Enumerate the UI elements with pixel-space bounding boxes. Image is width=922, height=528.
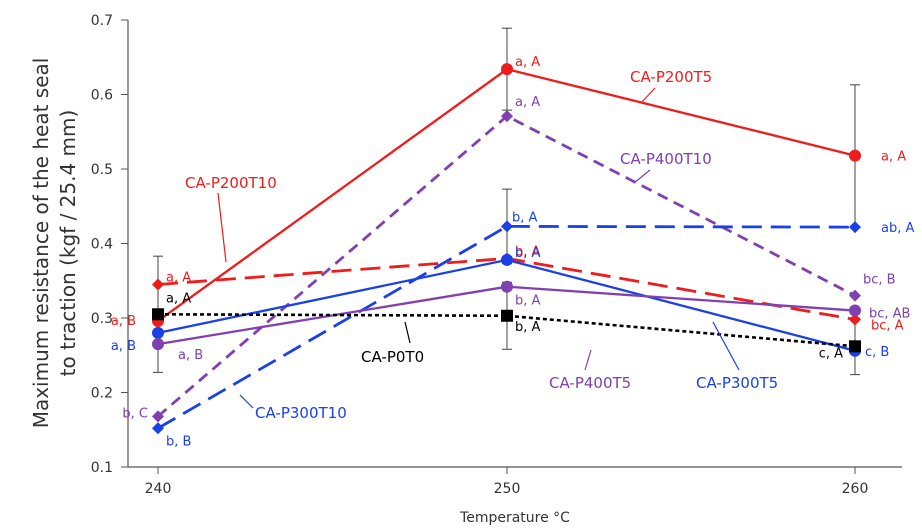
series-name-ca-p300t10: CA-P300T10	[255, 404, 347, 422]
callout-leader-ca-p200t5	[640, 87, 656, 104]
error-bars	[153, 27, 860, 376]
series-line-ca-p400t10	[157, 114, 856, 418]
marker-ca-p0t0-240	[152, 308, 164, 321]
marker-ca-p400t10-260	[849, 289, 861, 302]
marker-ca-p300t5-250	[501, 253, 513, 266]
point-label-ca-p200t5-250: a, A	[515, 55, 540, 70]
marker-ca-p200t5-250	[501, 63, 513, 76]
y-tick-label-2: 0.3	[91, 311, 113, 327]
series-name-ca-p0t0: CA-P0T0	[361, 348, 424, 366]
callout-leader-ca-p0t0	[404, 321, 411, 344]
point-label-ca-p400t5-240: a, B	[178, 348, 203, 363]
series-callouts: CA-P200T5 CA-P200T10 CA-P400T10 CA-P300T10 C…	[185, 68, 778, 422]
point-labels: a, B a, A a, A a, A b, A bc, A b, C a, A bc, B b,…	[111, 55, 915, 449]
y-tick-label-5: 0.6	[91, 88, 113, 104]
point-label-ca-p200t10-260: bc, A	[871, 318, 904, 333]
marker-ca-p200t5-260	[849, 149, 861, 162]
axes: 0.1 0.2 0.3 0.4 0.5 0.6 0.7 240 250 260 Temperat…	[29, 13, 902, 526]
point-label-ca-p0t0-250: b, A	[515, 320, 541, 335]
y-tick-label-1: 0.2	[91, 386, 113, 402]
y-ticks: 0.1 0.2 0.3 0.4 0.5 0.6 0.7	[91, 13, 128, 476]
series-name-ca-p400t10: CA-P400T10	[620, 150, 712, 168]
marker-ca-p0t0-260	[849, 340, 861, 353]
callout-leader-ca-p300t5	[712, 321, 740, 371]
point-label-ca-p300t5-250: b, A	[515, 246, 541, 261]
point-label-ca-p300t5-260: c, B	[865, 345, 889, 360]
marker-ca-p400t5-250	[501, 280, 513, 293]
callout-leader-ca-p400t5	[584, 349, 592, 371]
point-label-ca-p300t5-240: a, B	[111, 339, 136, 354]
marker-ca-p400t10-240	[152, 410, 164, 423]
point-label-ca-p300t10-240: b, B	[166, 434, 191, 449]
series-name-ca-p300t5: CA-P300T5	[696, 374, 778, 392]
x-tick-label-1: 250	[494, 481, 521, 497]
marker-ca-p300t5-240	[152, 326, 164, 339]
point-label-ca-p400t5-250: b, A	[515, 294, 541, 309]
series-name-ca-p200t10: CA-P200T10	[185, 174, 277, 192]
marker-ca-p300t10-240	[152, 422, 164, 435]
marker-ca-p400t5-240	[152, 338, 164, 351]
point-label-ca-p200t10-240: a, A	[166, 270, 191, 285]
x-tick-label-2: 260	[842, 481, 869, 497]
series-markers	[152, 63, 861, 435]
marker-ca-p200t10-240	[152, 278, 164, 291]
point-label-ca-p0t0-240: a, A	[166, 291, 191, 306]
point-label-ca-p200t5-260: a, A	[881, 150, 906, 165]
point-label-ca-p400t10-240: b, C	[122, 406, 148, 421]
series-line-ca-p0t0	[157, 312, 856, 348]
point-label-ca-p200t5-240: a, B	[111, 314, 136, 329]
marker-ca-p300t10-250	[501, 220, 513, 233]
point-label-ca-p200t10-250: b, A	[515, 244, 541, 259]
point-label-ca-p400t5-260: bc, AB	[869, 307, 910, 322]
marker-ca-p400t5-260	[849, 304, 861, 317]
callout-leader-ca-p200t10	[217, 192, 227, 263]
point-label-ca-p300t10-250: b, A	[512, 210, 538, 225]
marker-ca-p200t10-260	[849, 313, 861, 326]
point-label-ca-p0t0-260: c, A	[819, 346, 843, 361]
x-ticks: 240 250 260	[145, 467, 869, 497]
marker-ca-p0t0-250	[501, 309, 513, 322]
callout-leader-ca-p300t10	[239, 394, 254, 409]
x-axis-title: Temperature °C	[459, 510, 570, 526]
marker-ca-p300t10-260	[849, 221, 861, 234]
y-tick-label-3: 0.4	[91, 237, 113, 253]
x-tick-label-0: 240	[145, 481, 172, 497]
y-tick-label-4: 0.5	[91, 162, 113, 178]
y-tick-label-6: 0.7	[91, 13, 113, 29]
point-label-ca-p400t10-250: a, A	[515, 95, 540, 110]
point-label-ca-p300t10-260: ab, A	[881, 221, 914, 236]
y-axis-title-line-1: Maximum resistance of the heat seal	[29, 58, 53, 429]
series-name-ca-p400t5: CA-P400T5	[549, 374, 631, 392]
callout-leader-ca-p400t10	[633, 169, 651, 184]
series-name-ca-p200t5: CA-P200T5	[630, 68, 712, 86]
y-axis-title-line-2: to traction (kgf / 25.4 mm)	[56, 110, 80, 377]
marker-ca-p400t10-250	[501, 110, 513, 123]
point-label-ca-p400t10-260: bc, B	[863, 273, 896, 288]
y-tick-label-0: 0.1	[91, 460, 113, 476]
series-line-ca-p300t10	[157, 224, 856, 430]
